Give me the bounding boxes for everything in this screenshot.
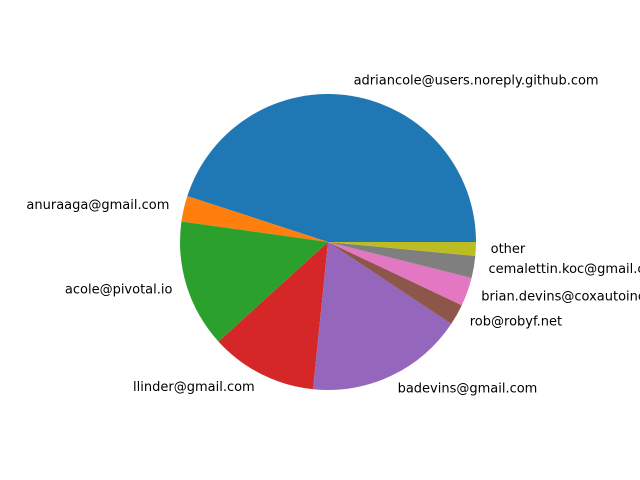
pie-slice [328, 242, 472, 306]
pie-slice-label: other [491, 242, 526, 257]
pie-slice [181, 196, 328, 242]
pie-slice [179, 221, 328, 342]
pie-slice [218, 242, 328, 390]
pie-slice-label: rob@robyf.net [470, 315, 562, 330]
pie-slices [179, 93, 476, 390]
pie-slice [313, 242, 452, 390]
pie-slice-label: llinder@gmail.com [133, 380, 255, 395]
pie-slice-label: badevins@gmail.com [398, 382, 538, 397]
pie-slice-label: acole@pivotal.io [65, 283, 173, 298]
pie-slice [328, 242, 462, 324]
pie-slice [328, 242, 476, 279]
pie-slice-label: adriancole@users.noreply.github.com [354, 74, 599, 89]
pie-labels: adriancole@users.noreply.github.com anura… [26, 74, 640, 397]
pie-slice-label: anuraaga@gmail.com [26, 198, 169, 213]
pie-slice-label: cemalettin.koc@gmail.com [488, 262, 640, 277]
pie-slice [187, 93, 476, 242]
pie-slice [328, 242, 476, 256]
